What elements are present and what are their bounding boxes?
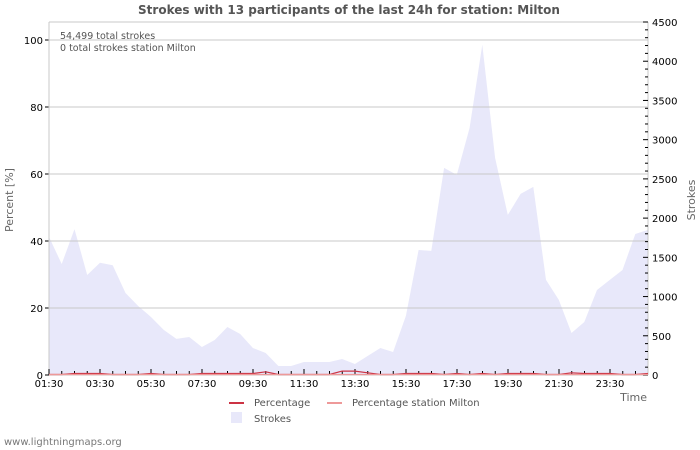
y-tick-label-right: 2500 — [652, 175, 677, 186]
x-tick-label: 13:30 — [341, 379, 370, 390]
total-strokes-label: 54,499 total strokes — [60, 31, 155, 42]
strokes-area — [49, 44, 648, 376]
y-tick-label-right: 4000 — [652, 57, 677, 68]
legend: Percentage Percentage station Milton Str… — [229, 398, 480, 425]
legend-label-strokes: Strokes — [254, 414, 291, 425]
y-tick-label-right: 4500 — [652, 18, 677, 29]
y-tick-label-right: 1000 — [652, 293, 677, 304]
y-tick-label-left: 0 — [37, 371, 43, 382]
x-tick-label: 23:30 — [596, 379, 625, 390]
y-tick-label-left: 60 — [30, 170, 43, 181]
x-tick-label: 09:30 — [239, 379, 268, 390]
x-tick-label: 11:30 — [290, 379, 319, 390]
station-strokes-label: 0 total strokes station Milton — [60, 43, 196, 54]
legend-label-percentage: Percentage — [254, 398, 310, 409]
y-tick-label-left: 80 — [30, 103, 43, 114]
y-tick-label-right: 2000 — [652, 214, 677, 225]
x-tick-label: 07:30 — [188, 379, 217, 390]
footer-credit: www.lightningmaps.org — [4, 437, 122, 448]
legend-label-percentage-station: Percentage station Milton — [352, 398, 480, 409]
y-tick-label-left: 20 — [30, 304, 43, 315]
chart-title: Strokes with 13 participants of the last… — [138, 3, 560, 17]
x-axis-title: Time — [619, 391, 647, 404]
x-tick-label: 19:30 — [494, 379, 523, 390]
x-tick-label: 01:30 — [35, 379, 64, 390]
x-tick-label: 03:30 — [86, 379, 115, 390]
y-tick-label-left: 100 — [24, 36, 43, 47]
y-tick-label-right: 3500 — [652, 96, 677, 107]
x-tick-label: 17:30 — [443, 379, 472, 390]
y-tick-label-right: 0 — [652, 371, 658, 382]
legend-item-percentage-station[interactable]: Percentage station Milton — [327, 398, 480, 409]
x-tick-label: 15:30 — [392, 379, 421, 390]
x-tick-label: 05:30 — [137, 379, 166, 390]
y-axis-left-title: Percent [%] — [3, 168, 16, 232]
y-tick-label-left: 40 — [30, 237, 43, 248]
y-tick-label-right: 500 — [652, 332, 671, 343]
y-tick-label-right: 3000 — [652, 136, 677, 147]
strokes-swatch-icon — [231, 412, 242, 423]
y-axis-right-title: Strokes — [685, 179, 698, 220]
x-tick-label: 21:30 — [545, 379, 574, 390]
legend-item-percentage[interactable]: Percentage — [229, 398, 310, 409]
y-tick-label-right: 1500 — [652, 253, 677, 264]
plot-area: 0204060801000500100015002000250030003500… — [24, 18, 678, 390]
legend-item-strokes[interactable]: Strokes — [231, 412, 291, 425]
